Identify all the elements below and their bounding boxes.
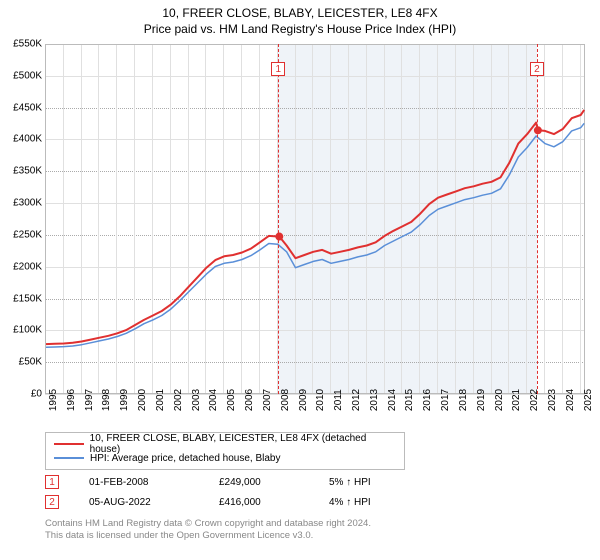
transaction-table: 1 01-FEB-2008 £249,000 5% HPI 2 05-AUG-2… — [45, 472, 409, 512]
x-tick-label: 2004 — [208, 389, 219, 411]
y-tick-label: £450K — [2, 102, 42, 113]
footer-line-1: Contains HM Land Registry data © Crown c… — [45, 518, 371, 530]
x-tick-label: 2010 — [315, 389, 326, 411]
marker-badge-1: 1 — [45, 475, 59, 489]
y-tick-label: £200K — [2, 261, 42, 272]
y-tick-label: £100K — [2, 325, 42, 336]
y-tick-label: £50K — [2, 357, 42, 368]
y-tick-label: £300K — [2, 198, 42, 209]
x-tick-label: 2002 — [173, 389, 184, 411]
x-tick-label: 1998 — [101, 389, 112, 411]
txn-price: £249,000 — [219, 477, 329, 488]
chart-container: 10, FREER CLOSE, BLABY, LEICESTER, LE8 4… — [0, 0, 600, 560]
x-tick-label: 2022 — [529, 389, 540, 411]
txn-price: £416,000 — [219, 497, 329, 508]
arrow-up-icon — [346, 497, 351, 508]
y-tick-label: £0 — [2, 389, 42, 400]
txn-pct: 4% HPI — [329, 497, 409, 508]
plot-area — [45, 44, 585, 394]
footer-line-2: This data is licensed under the Open Gov… — [45, 530, 371, 542]
y-tick-label: £550K — [2, 39, 42, 50]
legend: 10, FREER CLOSE, BLABY, LEICESTER, LE8 4… — [45, 432, 405, 470]
x-tick-label: 2025 — [583, 389, 594, 411]
footer: Contains HM Land Registry data © Crown c… — [45, 518, 371, 542]
chart-title: 10, FREER CLOSE, BLABY, LEICESTER, LE8 4… — [0, 0, 600, 20]
x-tick-label: 2003 — [191, 389, 202, 411]
x-tick-label: 2000 — [137, 389, 148, 411]
x-tick-label: 2009 — [298, 389, 309, 411]
legend-swatch-2 — [54, 457, 84, 459]
y-tick-label: £150K — [2, 293, 42, 304]
x-tick-label: 2014 — [387, 389, 398, 411]
x-tick-label: 2015 — [404, 389, 415, 411]
marker-badge: 1 — [271, 62, 285, 76]
x-tick-label: 1995 — [48, 389, 59, 411]
table-row: 2 05-AUG-2022 £416,000 4% HPI — [45, 492, 409, 512]
x-tick-label: 2020 — [494, 389, 505, 411]
arrow-up-icon — [346, 477, 351, 488]
legend-swatch-1 — [54, 443, 84, 445]
legend-label-2: HPI: Average price, detached house, Blab… — [90, 453, 281, 464]
txn-pct: 5% HPI — [329, 477, 409, 488]
x-tick-label: 1999 — [119, 389, 130, 411]
line-plot — [46, 45, 586, 395]
x-tick-label: 2021 — [511, 389, 522, 411]
x-tick-label: 1997 — [84, 389, 95, 411]
x-tick-label: 2006 — [244, 389, 255, 411]
chart-subtitle: Price paid vs. HM Land Registry's House … — [0, 20, 600, 40]
x-tick-label: 1996 — [66, 389, 77, 411]
txn-date: 05-AUG-2022 — [89, 497, 219, 508]
table-row: 1 01-FEB-2008 £249,000 5% HPI — [45, 472, 409, 492]
x-tick-label: 2016 — [422, 389, 433, 411]
x-tick-label: 2019 — [476, 389, 487, 411]
x-tick-label: 2023 — [547, 389, 558, 411]
y-tick-label: £250K — [2, 229, 42, 240]
x-tick-label: 2024 — [565, 389, 576, 411]
legend-item-1: 10, FREER CLOSE, BLABY, LEICESTER, LE8 4… — [54, 437, 396, 451]
txn-date: 01-FEB-2008 — [89, 477, 219, 488]
x-tick-label: 2005 — [226, 389, 237, 411]
marker-badge-2: 2 — [45, 495, 59, 509]
y-tick-label: £500K — [2, 70, 42, 81]
x-tick-label: 2011 — [333, 389, 344, 411]
x-tick-label: 2001 — [155, 389, 166, 411]
x-tick-label: 2007 — [262, 389, 273, 411]
x-tick-label: 2018 — [458, 389, 469, 411]
marker-badge: 2 — [530, 62, 544, 76]
y-tick-label: £350K — [2, 166, 42, 177]
x-tick-label: 2008 — [280, 389, 291, 411]
x-tick-label: 2012 — [351, 389, 362, 411]
y-tick-label: £400K — [2, 134, 42, 145]
x-tick-label: 2017 — [440, 389, 451, 411]
x-tick-label: 2013 — [369, 389, 380, 411]
